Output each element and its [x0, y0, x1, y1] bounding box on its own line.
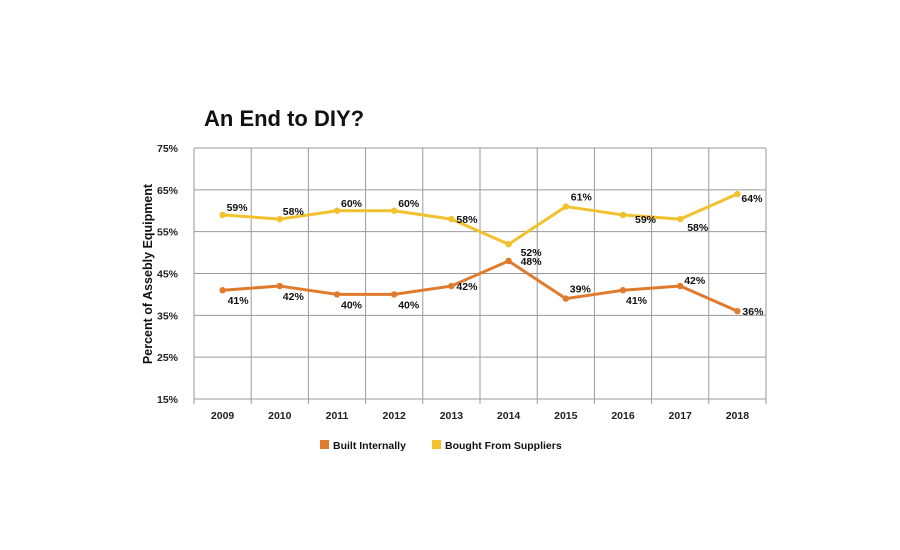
series-line — [222, 259, 739, 313]
data-label: 41% — [626, 295, 648, 307]
data-point — [734, 307, 741, 315]
data-label: 40% — [341, 299, 363, 311]
data-point — [734, 190, 741, 198]
legend-swatch — [320, 440, 329, 449]
legend: Built Internally Bought From Suppliers — [320, 440, 562, 452]
legend-label: Built Internally — [333, 440, 406, 452]
data-point — [333, 207, 341, 214]
x-tick-label: 2017 — [669, 410, 693, 422]
legend-item: Bought From Suppliers — [432, 440, 562, 452]
data-point — [276, 215, 283, 223]
series-built-internally — [219, 257, 741, 315]
x-tick-label: 2012 — [383, 410, 407, 422]
data-label: 36% — [742, 306, 764, 318]
series-line — [222, 192, 739, 246]
data-label: 58% — [687, 222, 709, 234]
data-point — [677, 215, 684, 223]
data-point — [333, 291, 341, 298]
data-point — [562, 203, 569, 210]
data-label: 42% — [283, 291, 305, 303]
data-point — [505, 257, 512, 265]
y-tick-label: 75% — [157, 143, 179, 155]
x-tick-label: 2015 — [554, 410, 578, 422]
x-tick-label: 2013 — [440, 410, 464, 422]
y-tick-label: 25% — [157, 352, 179, 364]
data-label: 58% — [283, 206, 305, 218]
data-label: 42% — [456, 281, 478, 293]
data-label: 39% — [570, 284, 592, 296]
grid — [193, 147, 767, 404]
x-tick-label: 2011 — [326, 410, 349, 422]
legend-swatch — [432, 440, 441, 449]
y-tick-label: 55% — [157, 227, 179, 239]
data-label: 59% — [227, 202, 249, 214]
data-label: 60% — [398, 198, 420, 210]
legend-label: Bought From Suppliers — [445, 440, 562, 452]
data-point — [562, 295, 569, 302]
series-bought-from-suppliers — [219, 190, 741, 248]
x-axis-ticks: 2009 2010 2011 2012 2013 2014 2015 2016 2017 2018 — [211, 410, 749, 422]
y-axis-label: Percent of Assebly Equipment — [141, 183, 155, 364]
data-label: 41% — [228, 295, 250, 307]
series: 41% 42% 40% 40% 42% 48% 39% 41% 42% 36% 59% 58% 60% 6… — [219, 190, 764, 318]
data-point — [219, 211, 226, 219]
x-tick-label: 2010 — [268, 410, 292, 422]
legend-item: Built Internally — [320, 440, 406, 452]
data-label: 42% — [684, 275, 706, 287]
y-tick-label: 15% — [157, 394, 179, 406]
y-axis-ticks: 15% 25% 35% 45% 55% 65% 75% — [157, 143, 179, 406]
chart-title: An End to DIY? — [204, 106, 364, 131]
data-point — [391, 207, 398, 214]
y-tick-label: 65% — [157, 185, 179, 197]
x-tick-label: 2016 — [611, 410, 635, 422]
data-label: 64% — [741, 193, 763, 205]
data-point — [448, 282, 455, 290]
y-tick-label: 35% — [157, 310, 179, 322]
data-point — [619, 287, 627, 294]
data-point — [448, 215, 455, 223]
data-point — [677, 282, 684, 290]
data-point — [505, 241, 512, 248]
data-label: 48% — [521, 256, 543, 268]
data-label: 52% — [521, 247, 543, 259]
x-tick-label: 2009 — [211, 410, 235, 422]
x-tick-label: 2014 — [497, 410, 521, 422]
data-label: 58% — [456, 214, 478, 226]
data-label: 40% — [398, 299, 420, 311]
data-point — [619, 211, 627, 219]
x-tick-label: 2018 — [726, 410, 750, 422]
data-label: 59% — [635, 214, 657, 226]
data-point — [276, 282, 283, 290]
data-label: 61% — [571, 192, 593, 204]
data-point — [391, 291, 398, 298]
data-label: 60% — [341, 198, 363, 210]
y-tick-label: 45% — [157, 269, 179, 281]
data-point — [219, 287, 226, 294]
